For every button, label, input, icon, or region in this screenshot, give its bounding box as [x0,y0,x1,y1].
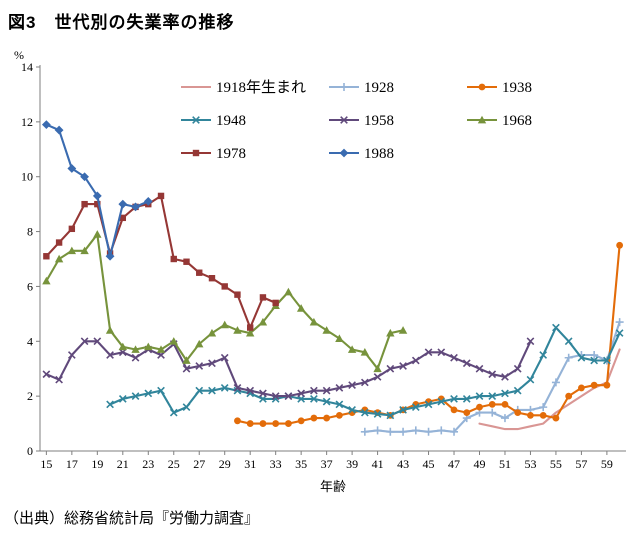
series-1978 [43,192,279,331]
legend-item-1928: 1928 [329,80,394,96]
x-tick-label: 33 [270,457,282,471]
axes: 0 2 4 6 8 10 12 14 15 17 19 21 23 25 27 29 31 33 35 37 39 41 4… [14,48,626,494]
legend-item-1958: 1958 [329,113,394,129]
x-tick-label: 43 [397,457,409,471]
x-tick-label: 19 [91,457,103,471]
y-tick-label: 12 [21,115,33,129]
y-tick-label: 0 [27,444,33,458]
x-tick-label: 15 [40,457,52,471]
x-tick-label: 31 [244,457,256,471]
x-tick-label: 17 [66,457,78,471]
x-tick-label: 51 [499,457,511,471]
series-1958 [42,337,535,401]
x-tick-label: 59 [601,457,613,471]
legend-label: 1988 [364,146,394,162]
x-tick-label: 49 [474,457,486,471]
y-axis-title: % [14,48,24,62]
figure-title: 図3 世代別の失業率の推移 [8,13,235,32]
legend-item-1978: 1978 [181,146,246,162]
x-tick-label: 47 [448,457,460,471]
x-tick-label: 25 [168,457,180,471]
x-tick-label: 37 [321,457,333,471]
y-tick-label: 10 [21,170,33,184]
y-tick-label: 2 [27,389,33,403]
legend-label: 1928 [364,80,394,96]
source-note: （出典）総務省統計局『労働力調査』 [4,511,260,527]
legend-item-1918年生まれ: 1918年生まれ [181,79,306,96]
x-tick-label: 29 [219,457,231,471]
x-tick-label: 21 [117,457,129,471]
y-tick-label: 14 [21,60,33,74]
unemployment-rate-line-chart: 0 2 4 6 8 10 12 14 15 17 19 21 23 25 27 29 31 33 35 37 39 41 4… [14,48,626,494]
legend-label: 1938 [502,80,532,96]
series-1938 [234,241,624,427]
legend-label: 1948 [216,113,246,129]
y-tick-label: 4 [27,334,33,348]
x-tick-label: 55 [550,457,562,471]
series-1988 [41,120,153,261]
legend-label: 1958 [364,113,394,129]
legend-item-1988: 1988 [329,146,394,162]
y-tick-label: 8 [27,225,33,239]
x-axis-title: 年齢 [320,479,346,494]
x-tick-label: 41 [372,457,384,471]
x-tick-label: 57 [575,457,587,471]
legend-label: 1968 [502,113,532,129]
x-tick-label: 35 [295,457,307,471]
legend-label: 1978 [216,146,246,162]
legend-item-1968: 1968 [467,113,532,129]
legend-label: 1918年生まれ [216,79,306,96]
x-tick-label: 39 [346,457,358,471]
legend-item-1938: 1938 [467,80,532,96]
x-tick-label: 53 [524,457,536,471]
x-tick-label: 27 [193,457,205,471]
y-tick-label: 6 [27,279,33,293]
series-1968 [42,230,408,373]
x-tick-label: 23 [142,457,154,471]
series-1928 [360,318,624,436]
legend-item-1948: 1948 [181,113,246,129]
x-tick-label: 45 [423,457,435,471]
